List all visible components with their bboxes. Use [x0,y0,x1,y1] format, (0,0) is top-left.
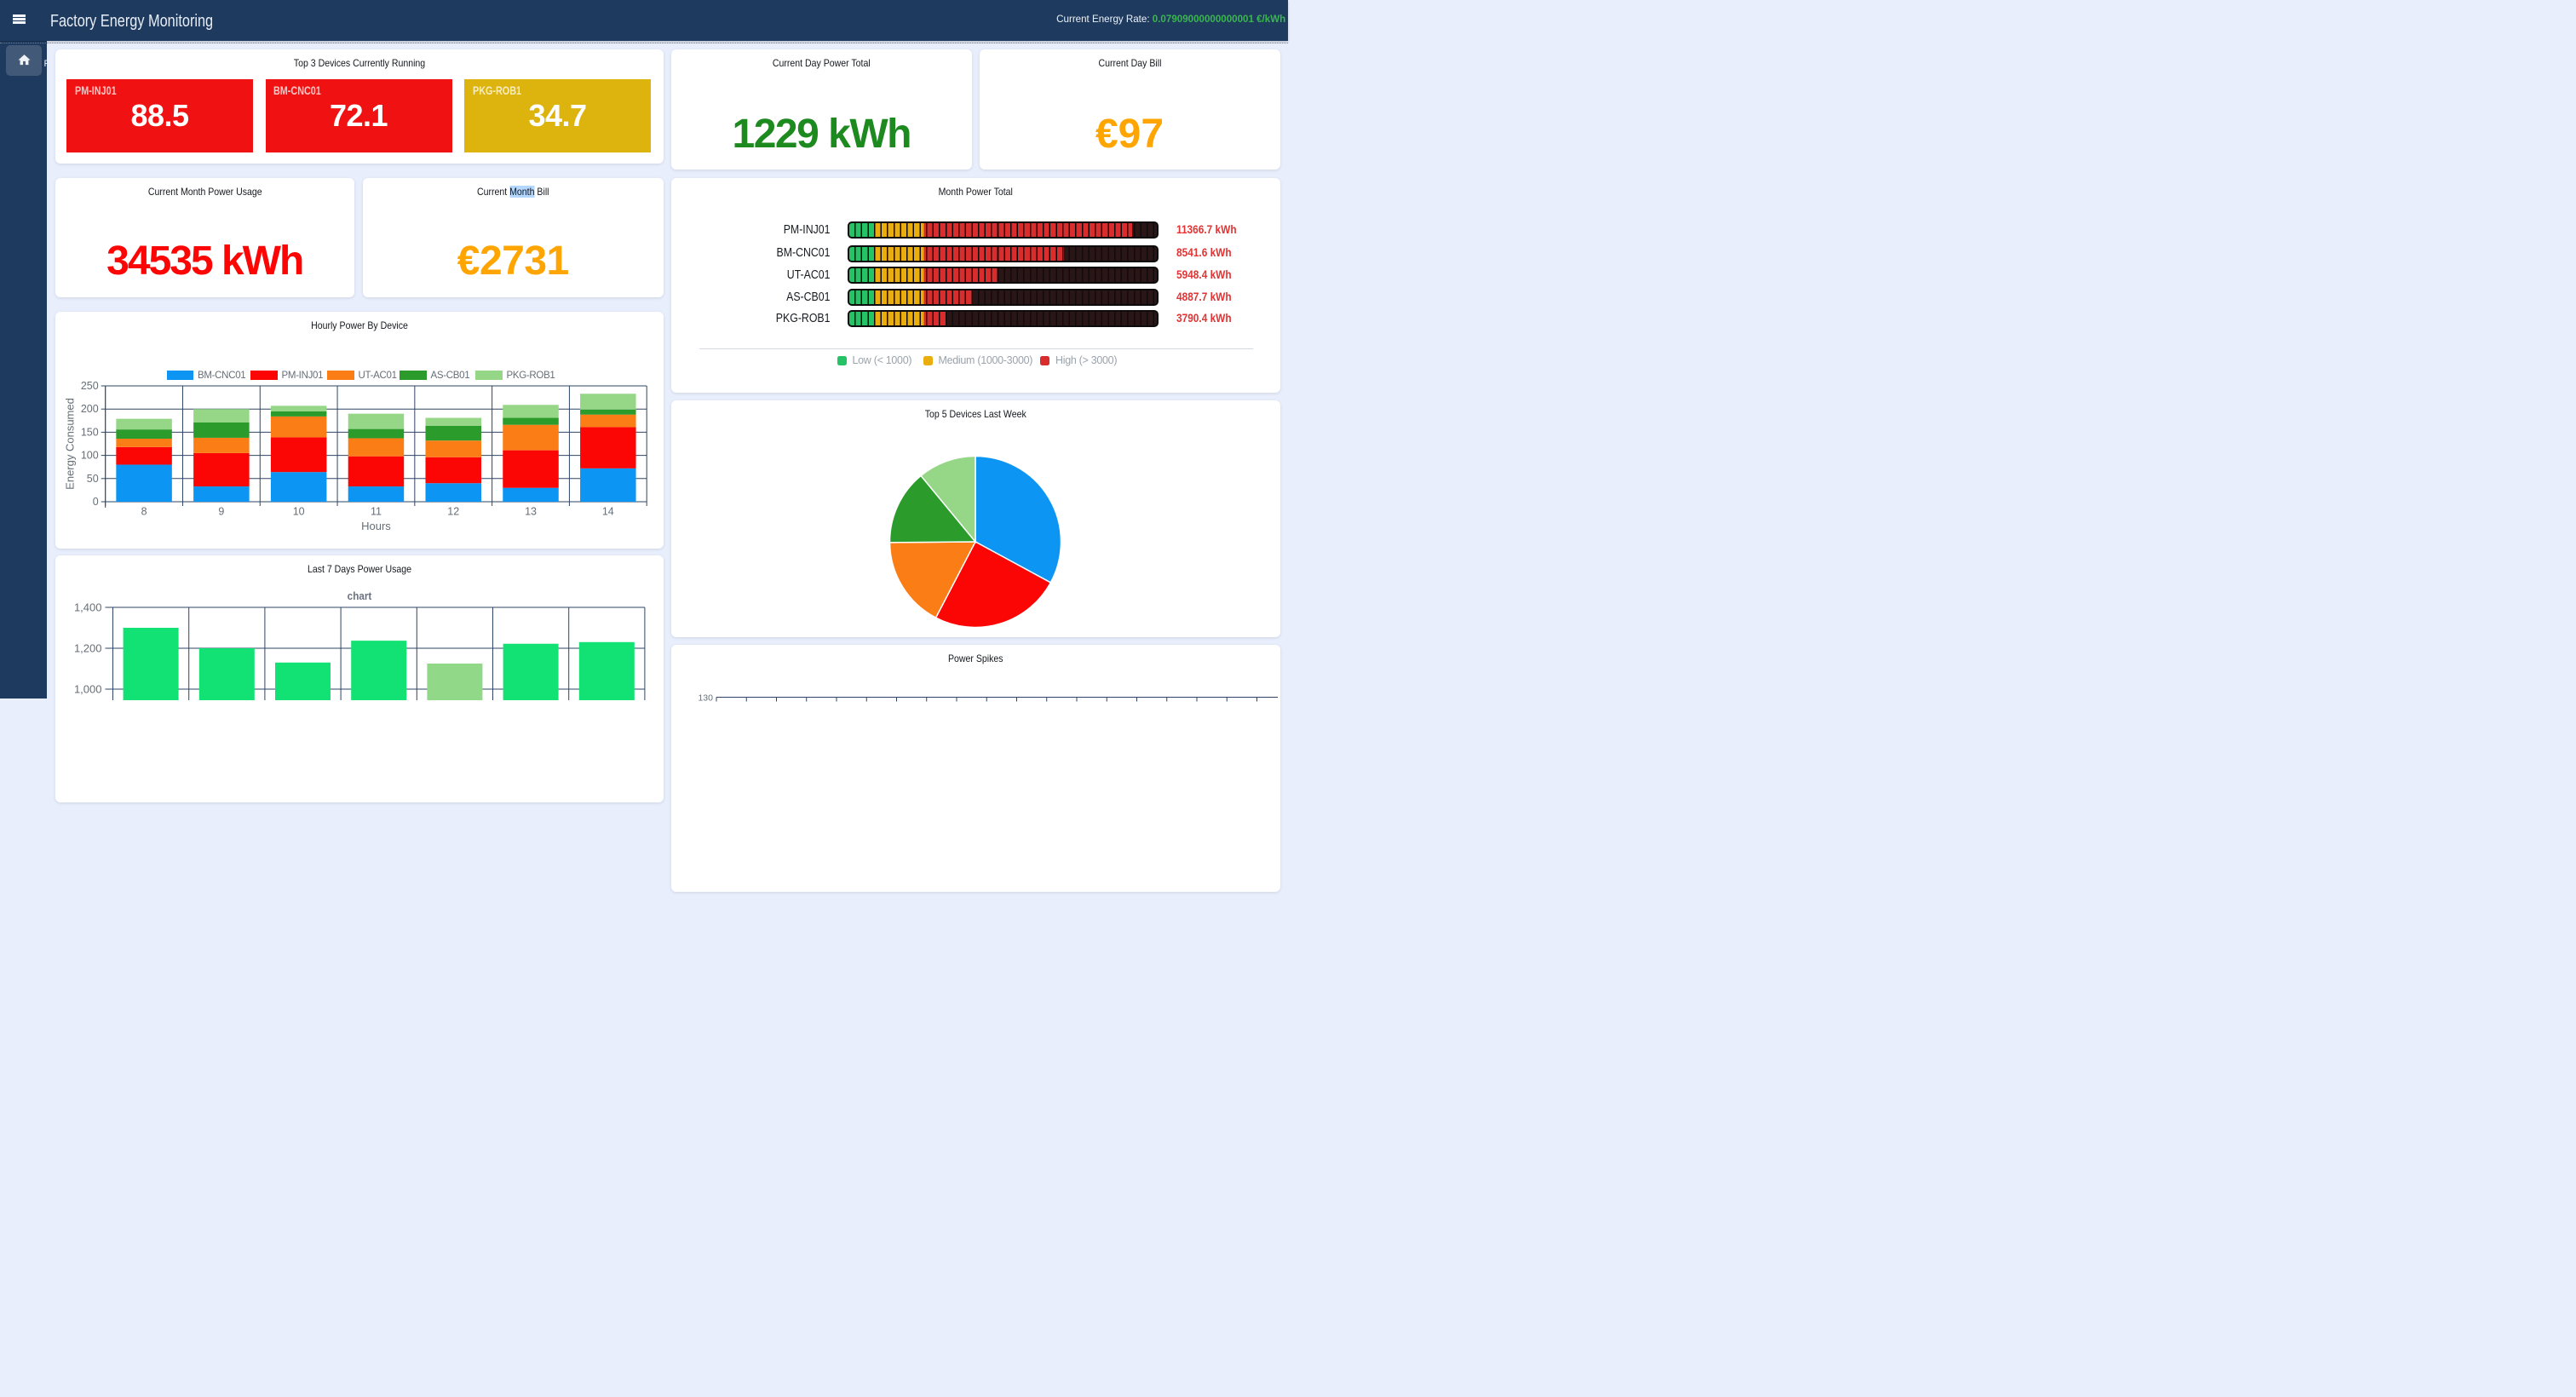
svg-text:100: 100 [80,450,98,462]
svg-text:1,200: 1,200 [73,642,101,655]
svg-text:10: 10 [292,506,304,518]
svg-text:200: 200 [80,403,98,415]
svg-text:0: 0 [92,496,98,508]
svg-text:Hours: Hours [361,520,391,532]
svg-text:250: 250 [80,380,98,392]
svg-text:1,000: 1,000 [73,683,101,696]
svg-text:11: 11 [370,506,381,518]
svg-text:Energy Consumed: Energy Consumed [63,398,76,490]
svg-text:8: 8 [141,506,147,518]
svg-text:9: 9 [218,506,224,518]
svg-text:50: 50 [86,473,98,485]
svg-text:1,400: 1,400 [73,601,101,614]
svg-text:150: 150 [80,426,98,438]
svg-text:12: 12 [447,506,459,518]
svg-text:14: 14 [601,506,613,518]
svg-text:13: 13 [525,506,537,518]
svg-text:130: 130 [698,693,713,703]
